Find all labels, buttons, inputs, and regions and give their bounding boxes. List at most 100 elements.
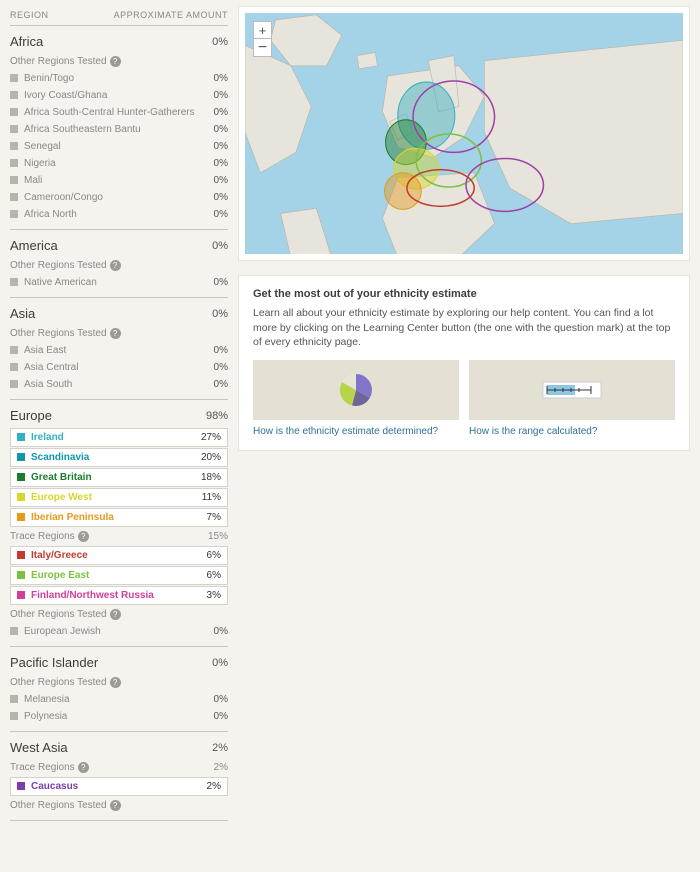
help-icon[interactable]: ? — [110, 677, 121, 688]
ethnicity-item[interactable]: Iberian Peninsula7% — [10, 508, 228, 527]
divider — [10, 297, 228, 298]
color-swatch — [10, 210, 18, 218]
info-title: Get the most out of your ethnicity estim… — [253, 288, 675, 300]
region-header[interactable]: Europe98% — [10, 402, 228, 427]
item-label: Melanesia — [24, 694, 70, 705]
item-left: Melanesia — [10, 694, 70, 705]
item-left: Nigeria — [10, 158, 56, 169]
card-range-calculated[interactable]: How is the range calculated? — [469, 360, 675, 438]
help-icon[interactable]: ? — [78, 531, 89, 542]
item-pct: 0% — [214, 209, 228, 220]
ethnicity-item[interactable]: Finland/Northwest Russia3% — [10, 586, 228, 605]
other-regions-header[interactable]: Other Regions Tested? — [10, 53, 228, 70]
help-icon[interactable]: ? — [110, 56, 121, 67]
region-header[interactable]: Asia 0% — [10, 300, 228, 325]
item-label: Asia South — [24, 379, 72, 390]
help-icon[interactable]: ? — [110, 328, 121, 339]
subheader-label: Other Regions Tested? — [10, 800, 121, 811]
color-swatch — [10, 363, 18, 371]
range-icon — [469, 360, 675, 420]
card-link-2[interactable]: How is the range calculated? — [469, 425, 675, 438]
ethnicity-item: Cameroon/Congo0% — [10, 189, 228, 206]
help-icon[interactable]: ? — [110, 260, 121, 271]
ethnicity-item[interactable]: Great Britain18% — [10, 468, 228, 487]
ethnicity-item[interactable]: Italy/Greece6% — [10, 546, 228, 565]
ethnicity-list-panel: REGION APPROXIMATE AMOUNT Africa0%Other … — [0, 0, 238, 872]
help-icon[interactable]: ? — [110, 800, 121, 811]
item-label: Italy/Greece — [31, 550, 88, 561]
region-pct: 98% — [206, 410, 228, 422]
subheader-label: Other Regions Tested? — [10, 260, 121, 271]
other-regions-header[interactable]: Other Regions Tested? — [10, 674, 228, 691]
other-regions-header[interactable]: Other Regions Tested? — [10, 797, 228, 814]
right-panel: + − Get the most out of your ethnicity e… — [238, 0, 700, 872]
region-title: Asia — [10, 306, 35, 321]
item-label: Polynesia — [24, 711, 67, 722]
zoom-in-button[interactable]: + — [254, 22, 271, 39]
item-pct: 6% — [207, 570, 221, 581]
card-ethnicity-determined[interactable]: How is the ethnicity estimate determined… — [253, 360, 459, 438]
item-pct: 0% — [214, 711, 228, 722]
item-left: Europe East — [17, 570, 89, 581]
info-text: Learn all about your ethnicity estimate … — [253, 306, 675, 350]
other-regions-header[interactable]: Other Regions Tested? — [10, 257, 228, 274]
region-header[interactable]: West Asia2% — [10, 734, 228, 759]
item-left: Ivory Coast/Ghana — [10, 90, 107, 101]
ethnicity-item[interactable]: Ireland27% — [10, 428, 228, 447]
color-swatch — [17, 473, 25, 481]
region-group: America0%Other Regions Tested?Native Ame… — [10, 232, 228, 291]
ethnicity-item[interactable]: Caucasus 2% — [10, 777, 228, 796]
item-left: Africa Southeastern Bantu — [10, 124, 141, 135]
ethnicity-item[interactable]: Scandinavia 20% — [10, 448, 228, 467]
other-regions-header[interactable]: Other Regions Tested? — [10, 606, 228, 623]
item-label: Finland/Northwest Russia — [31, 590, 154, 601]
ethnicity-item[interactable]: Europe East 6% — [10, 566, 228, 585]
ethnicity-item: Melanesia0% — [10, 691, 228, 708]
table-header: REGION APPROXIMATE AMOUNT — [10, 6, 228, 23]
color-swatch — [10, 695, 18, 703]
zoom-out-button[interactable]: − — [254, 39, 271, 56]
item-label: Africa North — [24, 209, 77, 220]
color-swatch — [17, 493, 25, 501]
region-header[interactable]: Pacific Islander0% — [10, 649, 228, 674]
item-label: Great Britain — [31, 472, 92, 483]
item-left: Great Britain — [17, 472, 92, 483]
subheader-pct: 15% — [208, 531, 228, 542]
item-pct: 0% — [214, 141, 228, 152]
region-pct: 0% — [212, 308, 228, 320]
item-pct: 0% — [214, 345, 228, 356]
card-link-1[interactable]: How is the ethnicity estimate determined… — [253, 425, 459, 438]
ethnicity-item[interactable]: Europe West11% — [10, 488, 228, 507]
help-icon[interactable]: ? — [110, 609, 121, 620]
other-regions-header[interactable]: Other Regions Tested? — [10, 325, 228, 342]
trace-regions-header[interactable]: Trace Regions?15% — [10, 528, 228, 545]
item-label: Ireland — [31, 432, 64, 443]
item-pct: 0% — [214, 73, 228, 84]
item-left: Africa North — [10, 209, 77, 220]
ethnicity-item: Polynesia 0% — [10, 708, 228, 725]
item-left: Ireland — [17, 432, 64, 443]
region-header[interactable]: Africa0% — [10, 28, 228, 53]
item-pct: 2% — [207, 781, 221, 792]
region-group: Africa0%Other Regions Tested?Benin/Togo0… — [10, 28, 228, 223]
item-pct: 0% — [214, 90, 228, 101]
item-pct: 20% — [201, 452, 221, 463]
region-header[interactable]: America0% — [10, 232, 228, 257]
item-label: Africa Southeastern Bantu — [24, 124, 141, 135]
color-swatch — [10, 346, 18, 354]
color-swatch — [10, 712, 18, 720]
trace-regions-header[interactable]: Trace Regions?2% — [10, 759, 228, 776]
item-left: Asia Central — [10, 362, 78, 373]
color-swatch — [10, 108, 18, 116]
item-left: Cameroon/Congo — [10, 192, 103, 203]
ethnicity-map[interactable]: + − — [245, 13, 683, 254]
region-pct: 0% — [212, 240, 228, 252]
item-left: Finland/Northwest Russia — [17, 590, 154, 601]
color-swatch — [10, 159, 18, 167]
item-label: Caucasus — [31, 781, 78, 792]
ethnicity-item: Ivory Coast/Ghana 0% — [10, 87, 228, 104]
item-label: Scandinavia — [31, 452, 89, 463]
help-icon[interactable]: ? — [78, 762, 89, 773]
divider — [10, 399, 228, 400]
col-amount: APPROXIMATE AMOUNT — [114, 10, 228, 20]
